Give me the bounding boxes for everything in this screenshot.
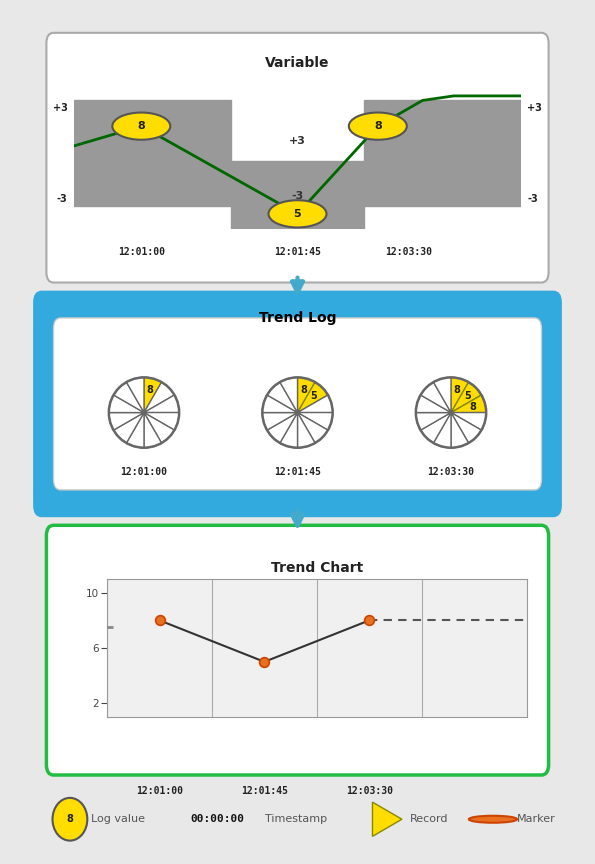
Wedge shape [421,382,451,413]
Circle shape [469,816,517,823]
Text: 12:01:00: 12:01:00 [121,467,167,477]
Wedge shape [451,378,469,413]
Wedge shape [144,382,174,413]
Title: Trend Chart: Trend Chart [271,561,363,575]
Text: 12:01:45: 12:01:45 [274,467,321,477]
Wedge shape [126,378,144,413]
Wedge shape [298,413,333,430]
Circle shape [295,410,300,415]
Wedge shape [451,413,481,443]
Wedge shape [451,413,469,448]
Text: 5: 5 [464,391,471,402]
Ellipse shape [112,112,170,140]
Text: 12:03:30: 12:03:30 [346,786,393,797]
Wedge shape [267,413,298,443]
Text: 5: 5 [294,209,301,219]
Wedge shape [416,395,451,413]
Text: 8: 8 [146,385,154,396]
Text: 12:01:45: 12:01:45 [241,786,288,797]
Text: 5: 5 [310,391,317,402]
Text: Trend Log: Trend Log [259,311,336,325]
Text: 8: 8 [469,402,477,411]
Text: 12:01:45: 12:01:45 [274,247,321,257]
Text: 12:01:00: 12:01:00 [136,786,183,797]
Wedge shape [114,413,144,443]
Text: 00:00:00: 00:00:00 [190,814,244,824]
Bar [231,161,364,229]
Wedge shape [451,395,486,413]
Wedge shape [421,413,451,443]
Wedge shape [280,413,298,448]
Text: Marker: Marker [517,814,556,824]
Wedge shape [144,413,179,430]
Ellipse shape [52,797,87,841]
Ellipse shape [349,112,407,140]
Wedge shape [298,413,315,448]
Text: -3: -3 [57,194,68,204]
Text: 12:03:30: 12:03:30 [386,247,433,257]
Text: 8: 8 [67,814,73,824]
Wedge shape [109,395,144,413]
Text: 8: 8 [374,121,382,131]
Wedge shape [144,413,162,448]
Bar [74,100,231,206]
Text: Variable: Variable [265,55,330,70]
Circle shape [449,410,453,415]
Wedge shape [109,413,144,430]
Text: +3: +3 [289,137,306,146]
Wedge shape [451,413,486,430]
Text: 8: 8 [300,385,307,396]
Wedge shape [144,395,179,413]
Wedge shape [433,378,451,413]
Text: Record: Record [410,814,449,824]
Wedge shape [280,378,298,413]
Wedge shape [298,413,328,443]
Wedge shape [298,395,333,413]
Wedge shape [144,413,174,443]
Text: +3: +3 [53,103,68,113]
Wedge shape [298,382,328,413]
Circle shape [142,410,146,415]
Ellipse shape [268,200,327,227]
Text: 12:01:00: 12:01:00 [118,247,165,257]
Wedge shape [114,382,144,413]
Text: 8: 8 [453,385,461,396]
Wedge shape [298,378,315,413]
Text: +3: +3 [527,103,542,113]
Text: -3: -3 [292,191,303,200]
Text: 8: 8 [137,121,145,131]
Text: Log value: Log value [92,814,145,824]
Wedge shape [262,395,298,413]
Polygon shape [372,802,402,836]
Text: Timestamp: Timestamp [265,814,327,824]
Wedge shape [144,378,162,413]
Wedge shape [433,413,451,448]
Wedge shape [126,413,144,448]
Text: -3: -3 [527,194,538,204]
Wedge shape [267,382,298,413]
Text: 12:03:30: 12:03:30 [428,467,474,477]
Wedge shape [262,413,298,430]
Wedge shape [416,413,451,430]
Wedge shape [451,382,481,413]
Bar [364,100,521,206]
